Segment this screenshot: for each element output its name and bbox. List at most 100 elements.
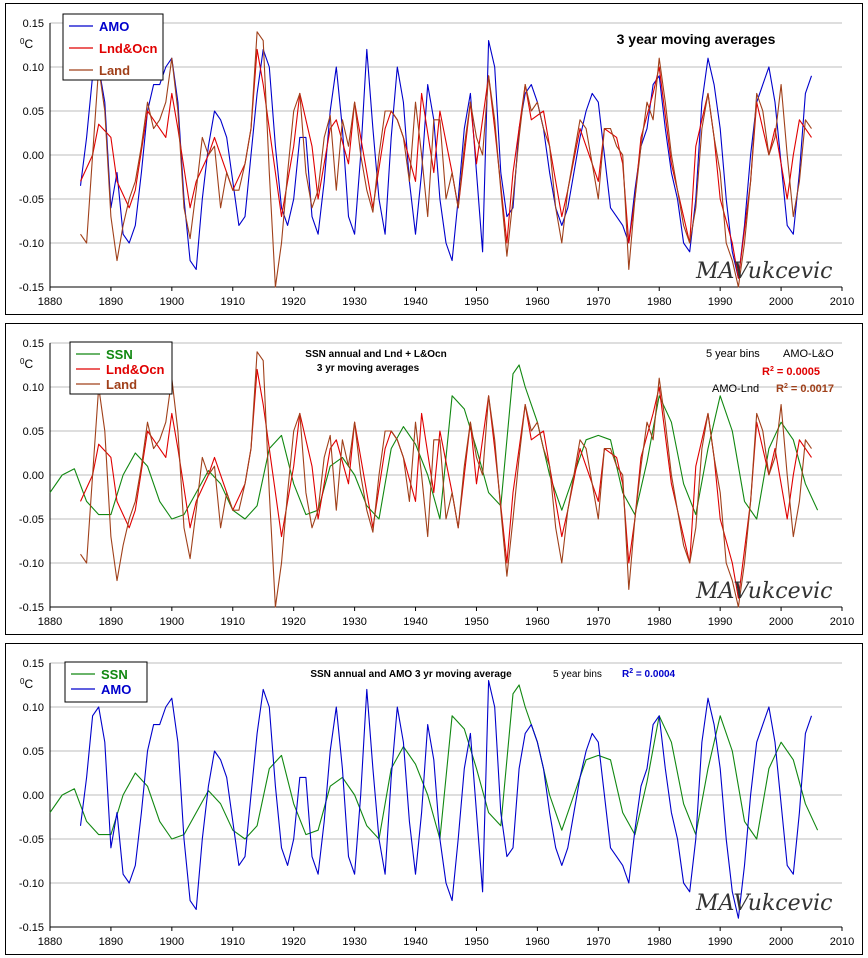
y-tick-label: -0.15 — [19, 282, 44, 294]
legend-label: Land — [99, 63, 130, 78]
chart-svg-3: 0.15 0.10 0.05 0.00 -0.05 -0.10 -0.15 1880 1890 1… — [19, 658, 854, 948]
r2-value: R2 = 0.0004 — [622, 668, 676, 680]
r2-lnd-value: R2 = 0.0017 — [776, 383, 834, 395]
chart-svg-2: 0.15 0.10 0.05 0.00 -0.05 -0.10 -0.15 1880 1890 1… — [19, 338, 854, 628]
x-tick-label: 1950 — [464, 296, 488, 308]
x-tick-label: 1960 — [525, 936, 549, 948]
legend-box — [62, 13, 164, 81]
y-tick-label: 0.15 — [23, 338, 44, 350]
x-tick-label: 1980 — [647, 616, 671, 628]
x-tick-label: 1910 — [221, 296, 245, 308]
y-tick-label: -0.15 — [19, 602, 44, 614]
series-line-ssn — [49, 364, 819, 520]
y-tick-label: 0.05 — [23, 746, 44, 758]
x-tick-label: 1990 — [708, 936, 732, 948]
chart-panel-ssn-amo: 0.15 0.10 0.05 0.00 -0.05 -0.10 -0.15 1880 1890 1… — [5, 643, 863, 955]
series-line-amo — [79, 680, 813, 919]
chart-title: SSN annual and AMO 3 yr moving average — [310, 669, 512, 680]
y-tick-label: 0.15 — [23, 18, 44, 30]
y-tick-label: 0.05 — [23, 426, 44, 438]
legend-label: Lnd&Ocn — [106, 362, 165, 377]
y-tick-label: -0.05 — [19, 194, 44, 206]
y-tick-label: -0.15 — [19, 922, 44, 934]
x-tick-label: 1930 — [342, 936, 366, 948]
y-axis-unit-label: 0C — [20, 37, 33, 51]
bins-label: 5 year bins — [553, 669, 602, 680]
x-tick-label: 1950 — [464, 616, 488, 628]
y-tick-label: -0.10 — [19, 238, 44, 250]
x-tick-label: 1970 — [586, 936, 610, 948]
x-tick-label: 1890 — [99, 936, 123, 948]
x-tick-label: 1890 — [99, 296, 123, 308]
y-axis-unit-label: 0C — [20, 357, 33, 371]
series-line-amo — [79, 40, 813, 279]
y-tick-label: 0.10 — [23, 702, 44, 714]
y-tick-label: -0.05 — [19, 834, 44, 846]
x-tick-label: 1940 — [403, 936, 427, 948]
legend-label: Land — [106, 377, 137, 392]
x-tick-label: 2010 — [830, 296, 854, 308]
y-tick-label: -0.10 — [19, 558, 44, 570]
y-tick-label: 0.15 — [23, 658, 44, 670]
x-tick-label: 1940 — [403, 296, 427, 308]
x-tick-label: 1980 — [647, 936, 671, 948]
x-tick-label: 1890 — [99, 616, 123, 628]
x-tick-label: 1930 — [342, 296, 366, 308]
x-tick-label: 1920 — [281, 616, 305, 628]
x-tick-label: 1900 — [160, 616, 184, 628]
legend-label: AMO — [101, 682, 131, 697]
watermark-signature: MAVukcevic — [695, 259, 832, 284]
chart-svg-1: 0.15 0.10 0.05 0.00 -0.05 -0.10 -0.15 1880 1890 1… — [19, 13, 854, 308]
y-tick-label: -0.10 — [19, 878, 44, 890]
y-tick-label: 0.00 — [23, 470, 44, 482]
x-tick-label: 1910 — [221, 936, 245, 948]
x-tick-label: 1880 — [38, 616, 62, 628]
x-tick-label: 1900 — [160, 296, 184, 308]
x-tick-label: 1900 — [160, 936, 184, 948]
x-tick-label: 2000 — [769, 936, 793, 948]
x-tick-label: 1910 — [221, 616, 245, 628]
legend-box — [69, 341, 173, 395]
x-tick-label: 1950 — [464, 936, 488, 948]
y-tick-label: 0.10 — [23, 382, 44, 394]
chart-panel-ssn-land-ocean: 0.15 0.10 0.05 0.00 -0.05 -0.10 -0.15 1880 1890 1… — [5, 323, 863, 635]
y-tick-label: 0.05 — [23, 106, 44, 118]
x-tick-label: 1880 — [38, 296, 62, 308]
x-tick-label: 1970 — [586, 616, 610, 628]
legend-label: SSN — [101, 667, 128, 682]
x-tick-label: 2000 — [769, 616, 793, 628]
x-tick-label: 1940 — [403, 616, 427, 628]
x-tick-label: 1930 — [342, 616, 366, 628]
bins-label: 5 year bins — [706, 348, 760, 360]
x-tick-label: 2010 — [830, 936, 854, 948]
watermark-signature: MAVukcevic — [695, 891, 832, 916]
chart-title: 3 year moving averages — [617, 31, 776, 47]
x-tick-label: 1880 — [38, 936, 62, 948]
x-tick-label: 1920 — [281, 936, 305, 948]
y-tick-label: 0.10 — [23, 62, 44, 74]
x-tick-label: 1990 — [708, 616, 732, 628]
y-tick-label: -0.05 — [19, 514, 44, 526]
series-line-land — [80, 351, 812, 608]
y-tick-label: 0.00 — [23, 790, 44, 802]
series-line-land — [80, 31, 812, 288]
legend-label: AMO — [99, 19, 129, 34]
y-tick-label: 0.00 — [23, 150, 44, 162]
x-tick-label: 1980 — [647, 296, 671, 308]
chart-title: SSN annual and Lnd + L&Ocn — [305, 349, 446, 360]
chart-panel-amo-land-ocean: 0.15 0.10 0.05 0.00 -0.05 -0.10 -0.15 1880 1890 1… — [5, 3, 863, 315]
watermark-signature: MAVukcevic — [695, 579, 832, 604]
legend-box — [64, 661, 148, 703]
x-tick-label: 1970 — [586, 296, 610, 308]
amo-lo-label: AMO-L&O — [783, 348, 834, 360]
x-tick-label: 2010 — [830, 616, 854, 628]
legend-label: SSN — [106, 347, 133, 362]
x-tick-label: 1960 — [525, 616, 549, 628]
y-axis-unit-label: 0C — [20, 677, 33, 691]
x-tick-label: 1990 — [708, 296, 732, 308]
chart-subtitle: 3 yr moving averages — [317, 363, 420, 374]
legend-label: Lnd&Ocn — [99, 41, 158, 56]
x-tick-label: 1960 — [525, 296, 549, 308]
r2-lo-value: R2 = 0.0005 — [762, 366, 820, 378]
x-tick-label: 1920 — [281, 296, 305, 308]
